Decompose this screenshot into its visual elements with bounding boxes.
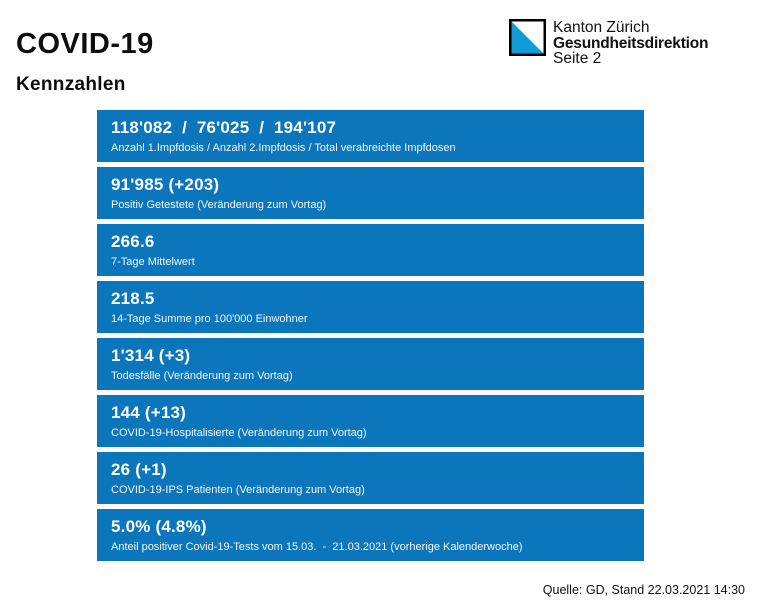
page-subtitle: Kennzahlen	[16, 74, 126, 95]
logo-text: Kanton Zürich Gesundheitsdirektion Seite…	[553, 19, 709, 67]
kpi-label: COVID-19-Hospitalisierte (Veränderung zu…	[111, 427, 367, 439]
kpi-card-positivitaetsrate: 5.0% (4.8%) Anteil positiver Covid-19-Te…	[97, 509, 644, 561]
kpi-label: COVID-19-IPS Patienten (Veränderung zum …	[111, 484, 365, 496]
logo-org-name: Kanton Zürich	[553, 19, 650, 36]
kpi-card-hospitalisierte: 144 (+13) COVID-19-Hospitalisierte (Verä…	[97, 395, 644, 447]
title-block: COVID-19 Kennzahlen	[16, 28, 154, 96]
zuerich-flag-icon	[509, 19, 546, 67]
kpi-card-todesfaelle: 1'314 (+3) Todesfälle (Veränderung zum V…	[97, 338, 644, 390]
logo-page-number: Seite 2	[553, 50, 602, 67]
kanton-zuerich-logo: Kanton Zürich Gesundheitsdirektion Seite…	[509, 19, 709, 67]
kpi-card-positiv-getestete: 91'985 (+203) Positiv Getestete (Verände…	[97, 167, 644, 219]
kpi-value: 26 (+1)	[111, 460, 167, 479]
kpi-card-14-tage-summe: 218.5 14-Tage Summe pro 100'000 Einwohne…	[97, 281, 644, 333]
kpi-value: 218.5	[111, 289, 155, 308]
page-title: COVID-19	[16, 28, 154, 60]
source-note: Quelle: GD, Stand 22.03.2021 14:30	[542, 583, 745, 597]
kpi-label: 7-Tage Mittelwert	[111, 256, 195, 268]
logo-department: Gesundheitsdirektion	[553, 34, 709, 52]
kpi-value: 91'985 (+203)	[111, 175, 220, 194]
kpi-value: 1'314 (+3)	[111, 346, 191, 365]
kpi-value: 144 (+13)	[111, 403, 187, 422]
kpi-label: Anzahl 1.Impfdosis / Anzahl 2.Impfdosis …	[111, 142, 456, 154]
kpi-card-ips-patienten: 26 (+1) COVID-19-IPS Patienten (Veränder…	[97, 452, 644, 504]
kpi-card-7-tage-mittelwert: 266.6 7-Tage Mittelwert	[97, 224, 644, 276]
kpi-label: 14-Tage Summe pro 100'000 Einwohner	[111, 313, 308, 325]
kpi-card-impfdosen: 118'082 / 76'025 / 194'107 Anzahl 1.Impf…	[97, 110, 644, 162]
kpi-label: Todesfälle (Veränderung zum Vortag)	[111, 370, 293, 382]
kpi-list: 118'082 / 76'025 / 194'107 Anzahl 1.Impf…	[97, 110, 644, 566]
kpi-label: Positiv Getestete (Veränderung zum Vorta…	[111, 199, 327, 211]
kpi-label: Anteil positiver Covid-19-Tests vom 15.0…	[111, 541, 523, 553]
kpi-value: 118'082 / 76'025 / 194'107	[111, 118, 337, 137]
kpi-value: 266.6	[111, 232, 155, 251]
kpi-value: 5.0% (4.8%)	[111, 517, 207, 536]
